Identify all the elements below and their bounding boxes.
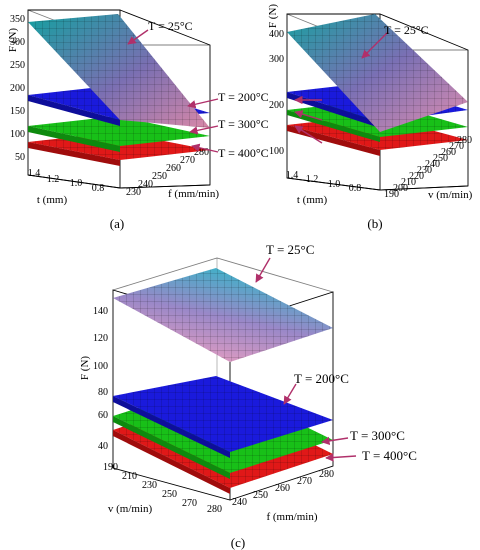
b-xtick-2: 1.0 bbox=[328, 179, 341, 190]
b-ann-T25: T = 25°C bbox=[384, 23, 429, 37]
b-ztick-1: 200 bbox=[269, 100, 284, 111]
panel-c-annotations: T = 25°C T = 200°C T = 300°C T = 400°C bbox=[255, 242, 417, 463]
panel-a: 50 100 150 200 250 300 350 F (N) 1.4 1.2… bbox=[7, 9, 269, 231]
c-ztick-5: 140 bbox=[93, 306, 108, 317]
a-ztick-4: 250 bbox=[10, 60, 25, 71]
c-xtick-1: 210 bbox=[122, 471, 137, 482]
a-ytick-0: 230 bbox=[126, 187, 141, 198]
c-ann-T200: T = 200°C bbox=[294, 371, 349, 386]
panel-c-xticks: 190 210 230 250 270 280 bbox=[103, 462, 222, 515]
b-xtick-3: 0.8 bbox=[349, 183, 362, 194]
b-ytick-5: 240 bbox=[425, 159, 440, 170]
a-caption: (a) bbox=[110, 216, 124, 231]
c-xtick-3: 250 bbox=[162, 489, 177, 500]
c-xtick-2: 230 bbox=[142, 480, 157, 491]
a-ytick-4: 270 bbox=[180, 155, 195, 166]
a-ytick-2: 250 bbox=[152, 171, 167, 182]
c-ytick-2: 260 bbox=[275, 483, 290, 494]
b-ytick-6: 250 bbox=[433, 153, 448, 164]
a-ztick-2: 150 bbox=[10, 106, 25, 117]
c-ann-T300: T = 300°C bbox=[350, 428, 405, 443]
b-caption: (b) bbox=[367, 216, 382, 231]
panel-b-annotations: T = 25°C bbox=[294, 23, 429, 144]
c-ytick-4: 280 bbox=[319, 469, 334, 480]
b-ytick-0: 190 bbox=[384, 189, 399, 200]
b-ytick-2: 210 bbox=[401, 177, 416, 188]
panel-b-zticks: 100 200 300 400 bbox=[269, 29, 284, 157]
a-ztick-0: 50 bbox=[15, 152, 25, 163]
b-ytick-1: 200 bbox=[393, 183, 408, 194]
panel-b-xticks: 1.4 1.2 1.0 0.8 bbox=[286, 170, 362, 194]
a-ztick-5: 300 bbox=[10, 37, 25, 48]
panel-a-annotations: T = 25°C T = 200°C T = 300°C T = 400°C bbox=[127, 19, 269, 160]
panel-b-yticks: 190 200 210 220 230 240 250 260 270 280 bbox=[384, 135, 472, 200]
b-ytick-8: 270 bbox=[449, 141, 464, 152]
a-xtick-2: 1.0 bbox=[70, 178, 83, 189]
c-ann-T25: T = 25°C bbox=[266, 242, 314, 257]
c-ztick-2: 80 bbox=[98, 387, 108, 398]
panel-c-yticks: 240 250 260 270 280 bbox=[232, 469, 334, 508]
c-ytick-0: 240 bbox=[232, 497, 247, 508]
c-ztick-4: 120 bbox=[93, 333, 108, 344]
a-ytick-1: 240 bbox=[138, 179, 153, 190]
a-ann-T200: T = 200°C bbox=[218, 90, 269, 104]
b-xlabel: t (mm) bbox=[297, 194, 328, 206]
a-ztick-6: 350 bbox=[10, 14, 25, 25]
c-xtick-5: 280 bbox=[207, 504, 222, 515]
a-xtick-3: 0.8 bbox=[92, 183, 105, 194]
c-ztick-3: 100 bbox=[93, 361, 108, 372]
b-ztick-3: 400 bbox=[269, 29, 284, 40]
panel-c-zticks: 40 60 80 100 120 140 bbox=[93, 306, 108, 452]
c-ytick-3: 270 bbox=[297, 476, 312, 487]
c-caption: (c) bbox=[231, 535, 245, 550]
c-ztick-1: 60 bbox=[98, 410, 108, 421]
a-ylabel: f (mm/min) bbox=[168, 188, 219, 200]
c-xtick-4: 270 bbox=[182, 498, 197, 509]
c-zlabel: F (N) bbox=[79, 356, 91, 380]
b-ylabel: v (m/min) bbox=[428, 189, 473, 201]
a-ytick-3: 260 bbox=[166, 163, 181, 174]
a-xtick-0: 1.4 bbox=[28, 168, 41, 179]
b-ztick-0: 100 bbox=[269, 146, 284, 157]
a-ann-T400: T = 400°C bbox=[218, 146, 269, 160]
panel-c: 40 60 80 100 120 140 F (N) 190 210 230 2… bbox=[79, 242, 417, 550]
c-ztick-0: 40 bbox=[98, 441, 108, 452]
panel-a-zticks: 50 100 150 200 250 300 350 bbox=[10, 14, 25, 163]
c-xlabel: v (m/min) bbox=[108, 503, 153, 515]
a-ytick-5: 280 bbox=[194, 147, 209, 158]
b-ytick-7: 260 bbox=[441, 147, 456, 158]
b-ytick-3: 220 bbox=[409, 171, 424, 182]
panel-b: 100 200 300 400 F (N) 1.4 1.2 1.0 0.8 t … bbox=[267, 4, 473, 231]
panel-a-yticks: 230 240 250 260 270 280 bbox=[126, 147, 209, 198]
a-ann-T25: T = 25°C bbox=[148, 19, 193, 33]
a-ztick-1: 100 bbox=[10, 129, 25, 140]
c-ann-T400: T = 400°C bbox=[362, 448, 417, 463]
b-zlabel: F (N) bbox=[267, 4, 279, 28]
b-ytick-4: 230 bbox=[417, 165, 432, 176]
panel-a-xticks: 1.4 1.2 1.0 0.8 bbox=[28, 168, 105, 194]
b-ytick-9: 280 bbox=[457, 135, 472, 146]
a-zlabel: F (N) bbox=[7, 28, 19, 52]
a-xlabel: t (mm) bbox=[37, 194, 68, 206]
a-ann-T300: T = 300°C bbox=[218, 117, 269, 131]
c-ytick-1: 250 bbox=[253, 490, 268, 501]
b-ztick-2: 300 bbox=[269, 54, 284, 65]
b-xtick-0: 1.4 bbox=[286, 170, 299, 181]
b-xtick-1: 1.2 bbox=[306, 174, 319, 185]
a-ztick-3: 200 bbox=[10, 83, 25, 94]
a-xtick-1: 1.2 bbox=[47, 174, 60, 185]
c-xtick-0: 190 bbox=[103, 462, 118, 473]
c-ylabel: f (mm/min) bbox=[266, 511, 317, 523]
